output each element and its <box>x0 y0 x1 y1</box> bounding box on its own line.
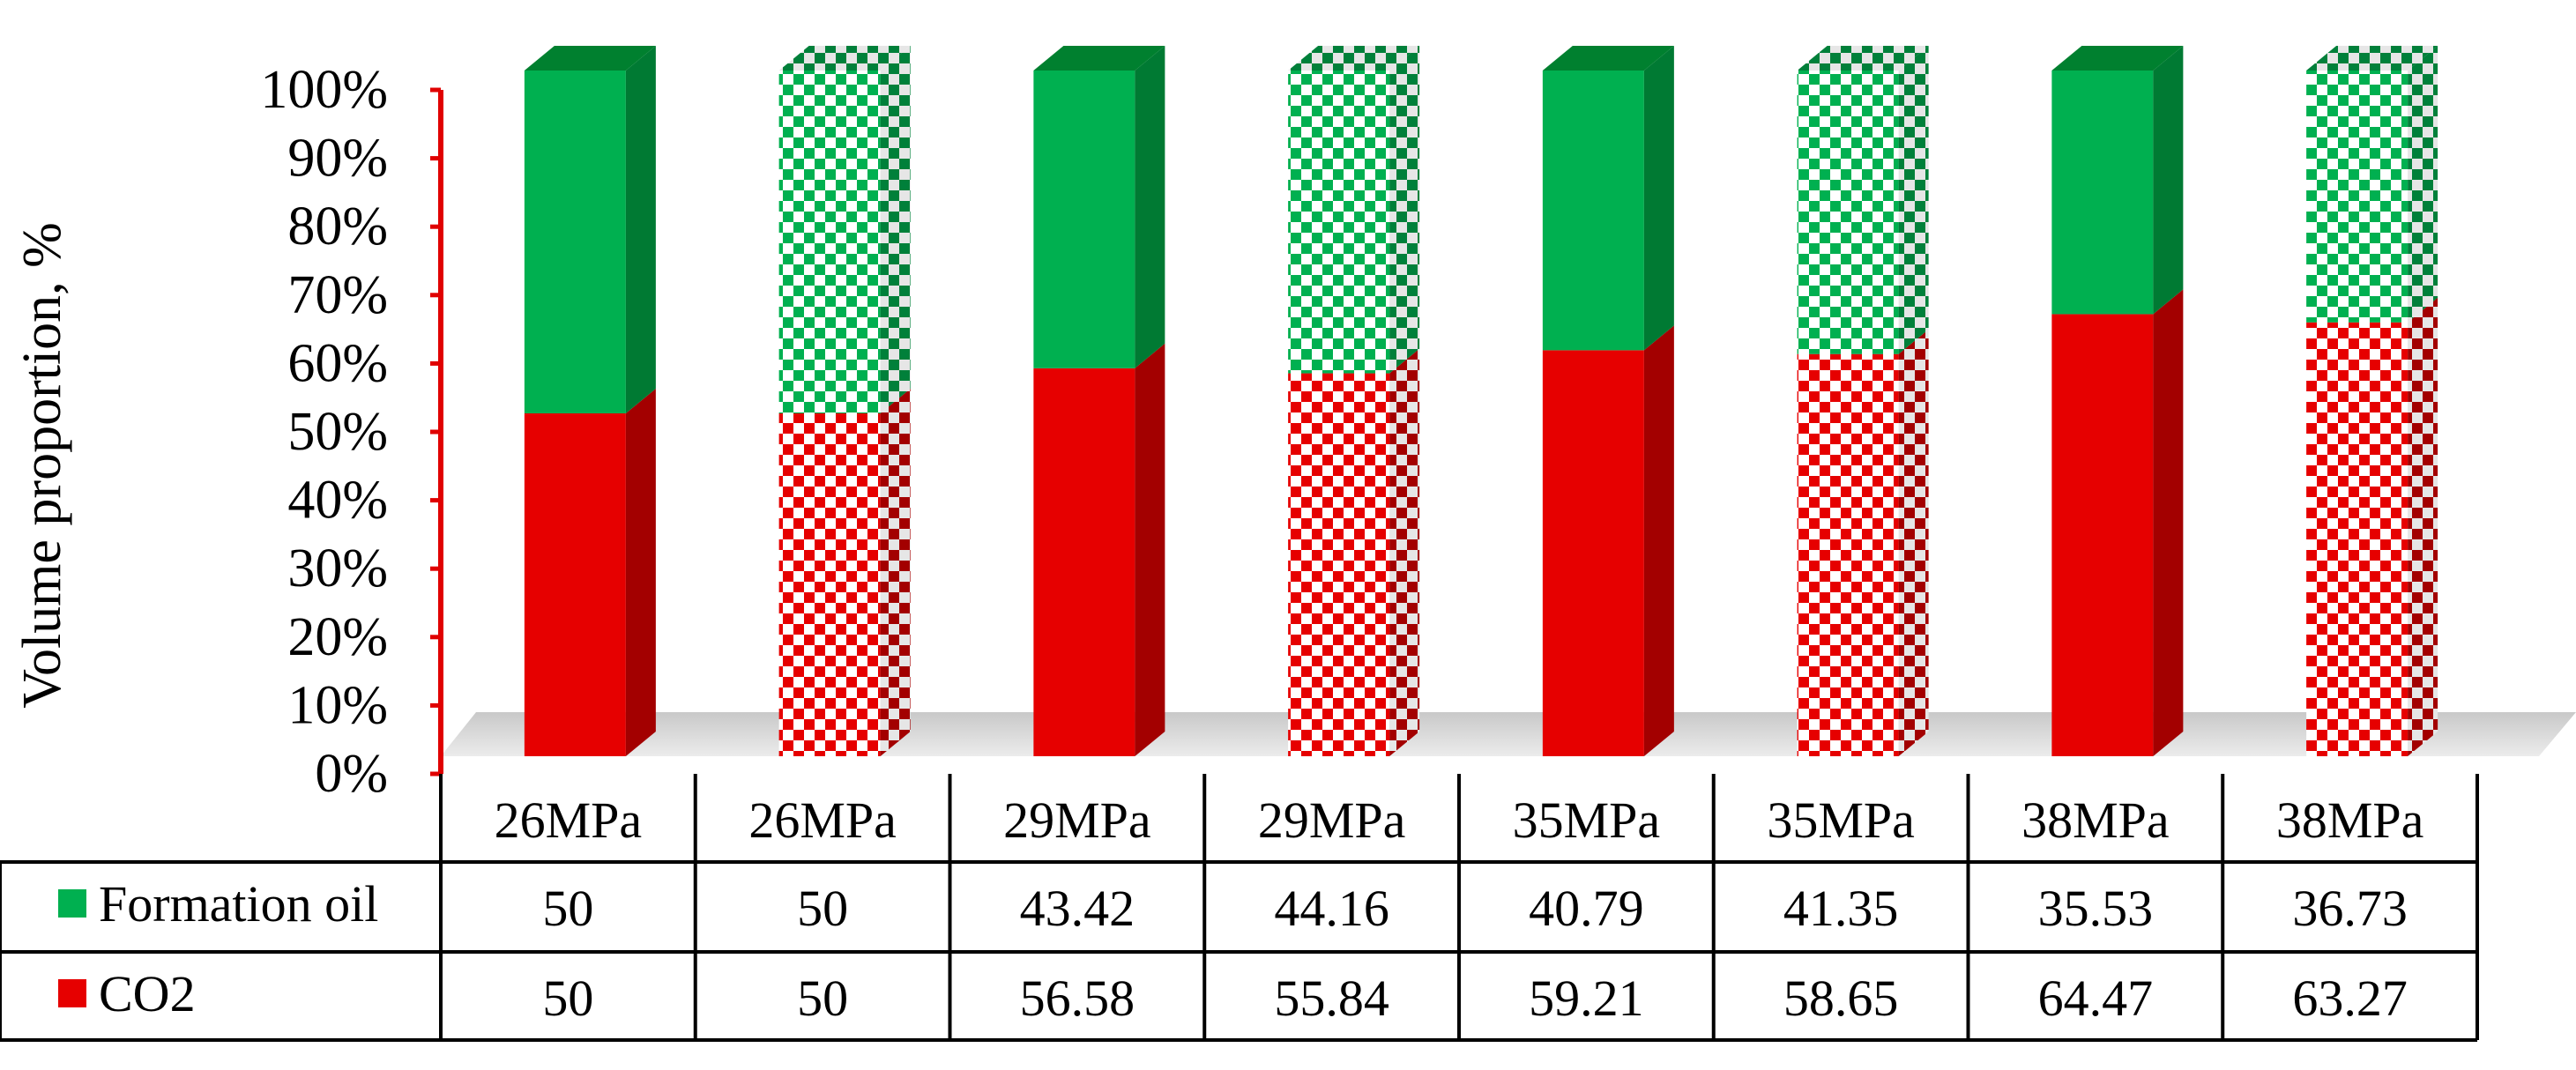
bar-segment-co2-side <box>880 389 911 756</box>
x-tick-label: 26MPa <box>495 791 643 849</box>
legend-label-co2: CO2 <box>99 965 196 1022</box>
bar-segment-formation-oil <box>778 71 881 413</box>
x-tick-label: 35MPa <box>1767 791 1915 849</box>
bar-top-face <box>2051 46 2184 71</box>
bar-top-face <box>2306 46 2438 71</box>
y-tick-label: 0% <box>315 744 388 804</box>
table-cell-co2: 58.65 <box>1783 970 1899 1027</box>
legend-key-co2 <box>58 979 86 1007</box>
y-tick-label: 70% <box>287 265 388 325</box>
table-cell-formation-oil: 35.53 <box>2038 880 2154 937</box>
bar-segment-co2-side <box>625 389 656 756</box>
bar-top-face <box>1797 46 1929 71</box>
y-tick-label: 50% <box>287 402 388 462</box>
bar-segment-formation-oil-side <box>625 46 656 413</box>
y-tick-label: 80% <box>287 197 388 256</box>
legend-label-formation-oil: Formation oil <box>99 875 378 933</box>
bar-segment-formation-oil-side <box>1643 46 1674 351</box>
bar-segment-formation-oil-side <box>1135 46 1165 368</box>
bar-segment-co2-side <box>2153 289 2184 756</box>
bar-segment-co2-side <box>1135 343 1165 756</box>
bar-segment-formation-oil <box>2306 71 2408 323</box>
y-axis-ticks: 0% 10% 20% 30% 40% 50% 60% 70% 80% 90% 100% <box>260 60 441 804</box>
bar-1-26MPa-solid <box>524 46 656 756</box>
x-tick-label: 35MPa <box>1513 791 1661 849</box>
data-table: Formation oil CO2 26MPa 50 50 26MPa 50 50 29MP… <box>0 774 2479 1042</box>
table-cell-co2: 55.84 <box>1274 970 1389 1027</box>
x-tick-label: 38MPa <box>2021 791 2170 849</box>
bar-segment-formation-oil <box>524 71 626 413</box>
table-cell-co2: 50 <box>542 970 593 1027</box>
y-tick-label: 10% <box>287 675 388 735</box>
legend-key-formation-oil <box>58 889 86 918</box>
bar-segment-formation-oil-side <box>2408 46 2438 323</box>
bar-segment-co2-side <box>2408 297 2438 756</box>
table-cell-formation-oil: 50 <box>797 880 848 937</box>
x-tick-label: 26MPa <box>748 791 897 849</box>
x-tick-label: 38MPa <box>2276 791 2424 849</box>
bar-segment-co2 <box>2306 322 2408 756</box>
bar-segment-formation-oil <box>1033 71 1135 368</box>
bar-segment-co2 <box>778 413 881 756</box>
bar-segment-formation-oil <box>1542 71 1644 351</box>
x-tick-label: 29MPa <box>1003 791 1151 849</box>
table-cell-co2: 64.47 <box>2038 970 2154 1027</box>
bar-top-face <box>1033 46 1165 71</box>
y-tick-label: 90% <box>287 129 388 189</box>
bar-segment-formation-oil-side <box>880 46 911 413</box>
bar-7-38MPa-solid <box>2051 46 2184 756</box>
bar-segment-co2 <box>1288 373 1390 756</box>
y-tick-label: 100% <box>260 60 388 120</box>
bar-segment-co2 <box>1797 353 1899 756</box>
bar-segment-co2-side <box>1898 329 1929 756</box>
bar-segment-formation-oil-side <box>1389 46 1420 374</box>
x-tick-label: 29MPa <box>1258 791 1406 849</box>
bar-segment-co2 <box>2051 314 2154 756</box>
bar-4-29MPa-checkered <box>1288 46 1420 756</box>
bar-segment-co2 <box>524 413 626 756</box>
bars-group <box>524 46 2438 756</box>
bar-2-26MPa-checkered <box>778 46 911 756</box>
table-cell-formation-oil: 43.42 <box>1020 880 1135 937</box>
y-tick-label: 60% <box>287 333 388 393</box>
y-tick-label: 30% <box>287 539 388 598</box>
table-cell-formation-oil: 36.73 <box>2292 880 2408 937</box>
bar-segment-co2-side <box>1643 325 1674 756</box>
bar-segment-formation-oil <box>1797 71 1899 354</box>
table-cell-co2: 50 <box>797 970 848 1027</box>
table-cell-formation-oil: 40.79 <box>1529 880 1644 937</box>
bar-segment-co2 <box>1542 350 1644 756</box>
bar-segment-co2 <box>1033 368 1135 756</box>
bar-top-face <box>524 46 656 71</box>
bar-segment-formation-oil <box>2051 71 2154 315</box>
bar-segment-formation-oil-side <box>2153 46 2184 315</box>
bar-6-35MPa-checkered <box>1797 46 1929 756</box>
bar-8-38MPa-checkered <box>2306 46 2438 756</box>
table-cell-co2: 56.58 <box>1020 970 1135 1027</box>
chart-floor <box>441 712 2576 756</box>
y-tick-label: 20% <box>287 607 388 667</box>
y-tick-label: 40% <box>287 471 388 531</box>
y-axis-title: Volume proportion, % <box>12 222 72 709</box>
table-cell-formation-oil: 41.35 <box>1783 880 1899 937</box>
bar-segment-co2-side <box>1389 348 1420 756</box>
bar-top-face <box>778 46 911 71</box>
bar-top-face <box>1288 46 1420 71</box>
table-cell-co2: 59.21 <box>1529 970 1644 1027</box>
table-cell-formation-oil: 50 <box>542 880 593 937</box>
bar-5-35MPa-solid <box>1542 46 1674 756</box>
bar-3-29MPa-solid <box>1033 46 1165 756</box>
bar-top-face <box>1542 46 1674 71</box>
bar-segment-formation-oil-side <box>1898 46 1929 354</box>
bar-segment-formation-oil <box>1288 71 1390 374</box>
table-cell-formation-oil: 44.16 <box>1274 880 1389 937</box>
table-cell-co2: 63.27 <box>2292 970 2408 1027</box>
